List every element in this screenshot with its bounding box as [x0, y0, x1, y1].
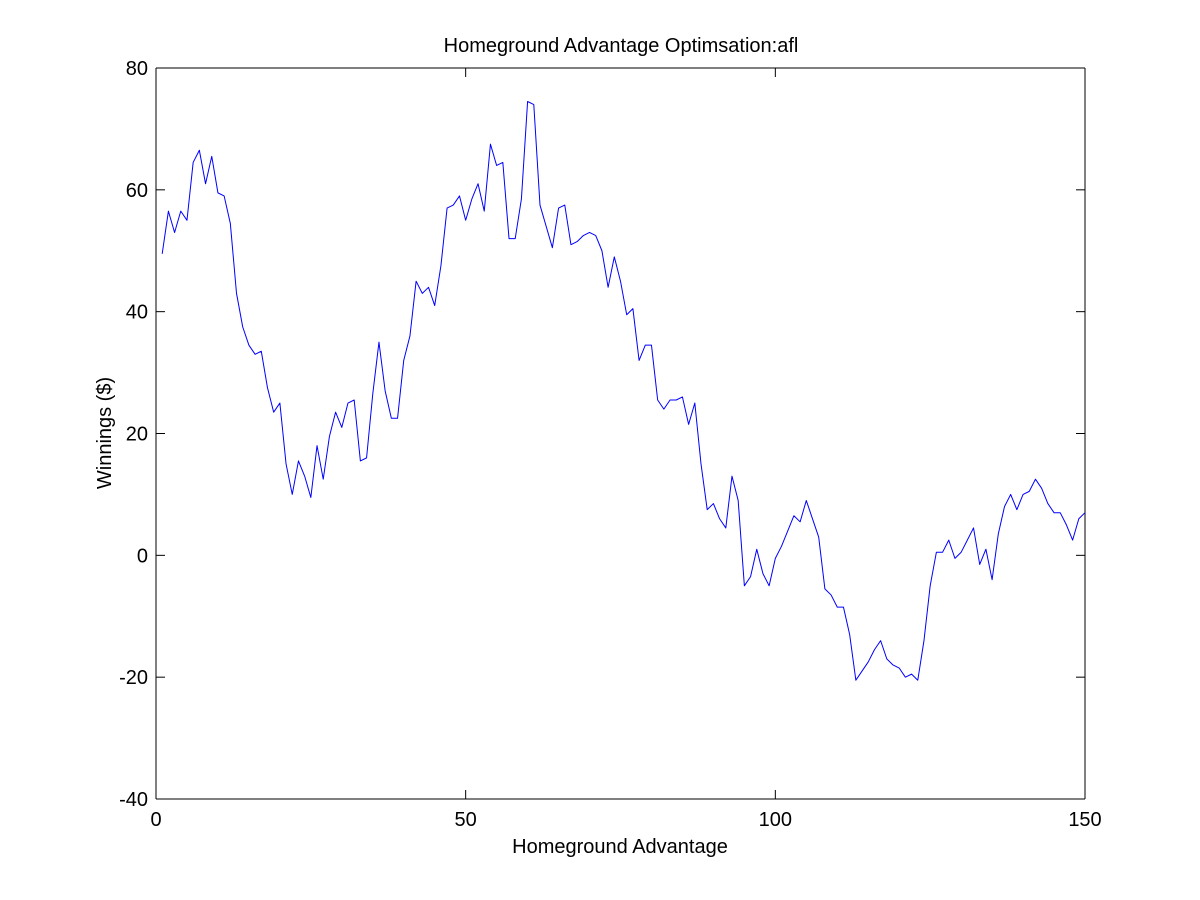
x-tick-label: 150 [1068, 809, 1101, 831]
y-tick-label: 20 [126, 424, 148, 446]
plot-area [155, 67, 1086, 800]
y-tick-label: -40 [119, 789, 148, 811]
y-axis-label: Winnings ($) [94, 377, 116, 489]
y-tick-label: -20 [119, 667, 148, 689]
chart-title: Homeground Advantage Optimsation:afl [444, 35, 799, 57]
y-ticks: -40 -20 0 20 40 60 80 [119, 58, 1085, 811]
y-tick-label: 0 [137, 545, 148, 567]
x-tick-label: 100 [759, 809, 792, 831]
y-tick-label: 60 [126, 180, 148, 202]
series-group [161, 101, 1086, 681]
x-ticks: 0 50 100 150 [150, 68, 1102, 831]
y-tick-label: 40 [126, 302, 148, 324]
x-axis-label: Homeground Advantage [512, 836, 728, 858]
series-line [161, 101, 1086, 681]
x-tick-label: 50 [455, 809, 477, 831]
y-tick-label: 80 [126, 58, 148, 80]
x-tick-label: 0 [150, 809, 161, 831]
